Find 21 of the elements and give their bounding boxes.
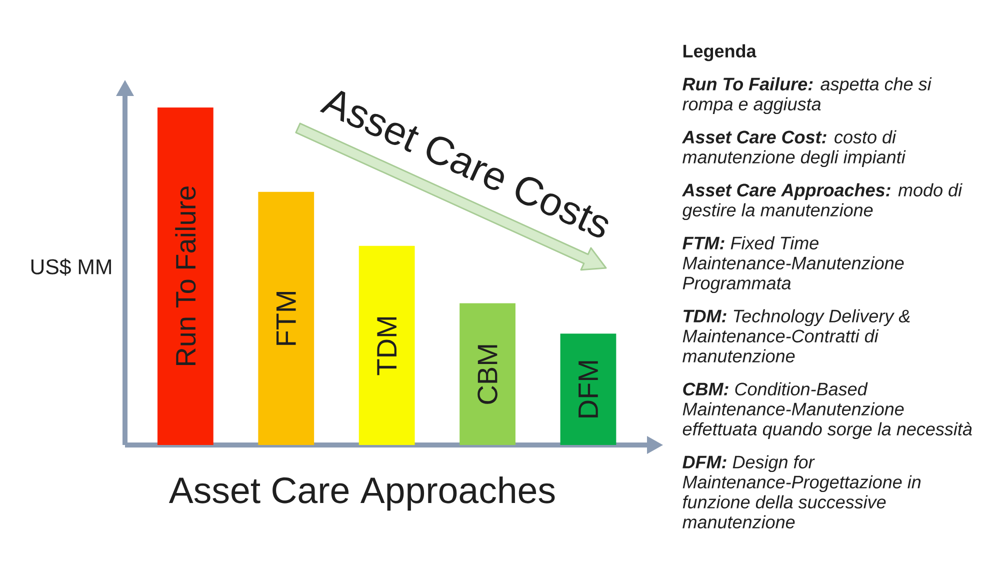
bar bbox=[460, 303, 516, 446]
bar bbox=[157, 107, 214, 446]
annotation: Asset Care Costs bbox=[320, 90, 608, 238]
x-tick-label: DFM bbox=[578, 361, 598, 418]
bar bbox=[560, 334, 616, 446]
text: Legenda bbox=[683, 44, 756, 62]
text: CBM: Condition-Based Maintenance-Manutenzione effettuata quando sorge la necessità bbox=[682, 382, 972, 440]
bar bbox=[258, 192, 314, 446]
text: TDM: Technology Delivery & Maintenance-Contratti di manutenzione bbox=[682, 309, 910, 362]
text: Asset Care Approaches: modo di gestire la manutenzione bbox=[682, 183, 962, 220]
text: Run To Failure: aspetta che si rompa e aggiusta bbox=[682, 77, 932, 114]
y-axis-title: US$ MM bbox=[31, 258, 111, 276]
text: Asset Care Cost: costo di manutenzione degli impianti bbox=[682, 130, 906, 168]
x-tick-label: Run To Failure bbox=[175, 186, 196, 365]
text: DFM: Design for Maintenance-Progettazione in funzione della successive manutenzione bbox=[682, 455, 921, 528]
text: FTM: Fixed Time Maintenance-Manutenzione Programmata bbox=[682, 236, 904, 294]
x-tick-label: TDM bbox=[377, 317, 396, 376]
x-tick-label: CBM bbox=[478, 345, 498, 404]
bar bbox=[358, 246, 415, 446]
x-axis-title: Asset Care Approaches bbox=[168, 476, 555, 511]
x-tick-label: FTM bbox=[276, 292, 296, 345]
